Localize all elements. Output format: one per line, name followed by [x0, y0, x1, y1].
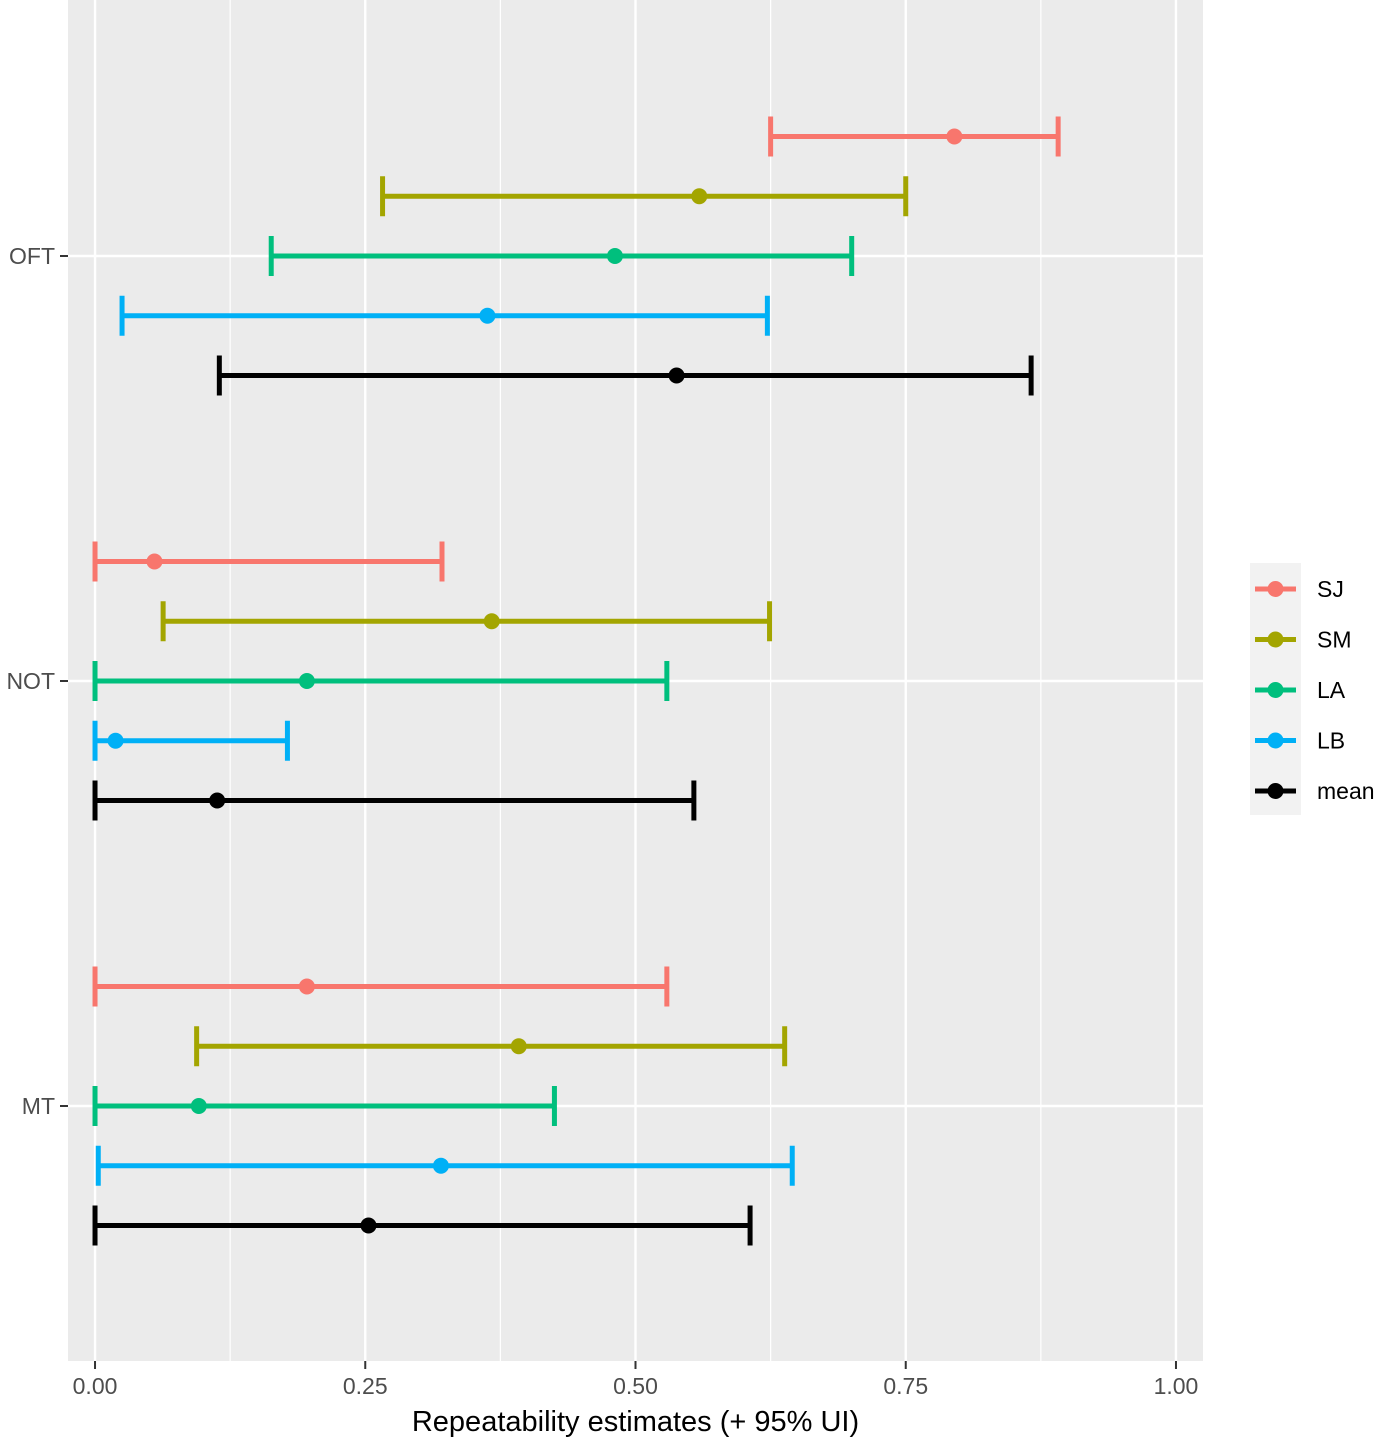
legend-label: LB — [1317, 728, 1345, 754]
errorbar-SM-OFT — [380, 176, 909, 217]
estimate-point — [190, 1098, 207, 1114]
legend-key-point — [1267, 581, 1284, 597]
y-tick-label: OFT — [9, 243, 55, 269]
estimate-point — [510, 1038, 527, 1055]
errorbar-LB-MT — [95, 1145, 795, 1186]
errorbar-SM-MT — [194, 1026, 788, 1067]
legend-item-SJ: SJ — [1255, 576, 1344, 602]
errorbar-LA-NOT — [92, 661, 670, 701]
x-tick-label: 0.75 — [883, 1373, 928, 1399]
y-axis: OFT NOT MT — [6, 243, 68, 1119]
errorbar-LB-OFT — [119, 295, 770, 336]
y-tick-label: NOT — [6, 668, 55, 694]
errorbar-SJ-OFT — [768, 116, 1061, 157]
x-tick-label: 0.25 — [343, 1373, 388, 1399]
estimate-point — [146, 553, 163, 570]
estimate-point — [298, 673, 315, 689]
estimate-point — [479, 307, 496, 324]
legend-key-point — [1267, 631, 1284, 648]
y-tick-label: MT — [22, 1093, 55, 1119]
legend-item-SM: SM — [1255, 627, 1352, 653]
estimate-point — [691, 188, 708, 205]
estimate-point — [107, 732, 124, 749]
x-tick-label: 0.00 — [73, 1373, 118, 1399]
estimate-point — [360, 1217, 377, 1234]
legend: SJ SM LA LB mean — [1250, 563, 1375, 815]
legend-key-point — [1267, 682, 1284, 698]
errorbar-mean-NOT — [92, 780, 697, 821]
legend-label: SM — [1317, 627, 1352, 653]
errorbar-SM-NOT — [160, 601, 773, 642]
errorbar-LA-MT — [92, 1086, 557, 1126]
legend-item-mean: mean — [1255, 778, 1375, 804]
estimate-point — [209, 792, 226, 809]
x-tick-label: 1.00 — [1154, 1373, 1199, 1399]
legend-label: SJ — [1317, 576, 1344, 602]
estimate-point — [483, 613, 500, 630]
legend-label: LA — [1317, 677, 1346, 703]
errorbar-mean-MT — [92, 1205, 753, 1246]
x-axis-title: Repeatability estimates (+ 95% UI) — [412, 1406, 859, 1438]
errorbar-LA-OFT — [268, 236, 855, 276]
x-tick-label: 0.50 — [613, 1373, 658, 1399]
errorbar-mean-OFT — [216, 355, 1034, 396]
legend-key-point — [1267, 732, 1284, 749]
errorbar-SJ-MT — [92, 966, 670, 1007]
estimate-point — [946, 128, 963, 145]
error-bars — [92, 116, 1061, 1246]
legend-key-point — [1267, 783, 1284, 799]
x-axis: 0.00 0.25 0.50 0.75 1.00 — [73, 1361, 1199, 1399]
legend-label: mean — [1317, 778, 1375, 804]
legend-item-LB: LB — [1255, 728, 1345, 754]
estimate-point — [606, 248, 623, 264]
errorbar-LB-NOT — [92, 720, 290, 761]
errorbar-SJ-NOT — [92, 541, 445, 582]
legend-item-LA: LA — [1255, 677, 1346, 703]
estimate-point — [668, 367, 685, 384]
estimate-point — [432, 1157, 449, 1174]
estimate-point — [298, 978, 315, 995]
